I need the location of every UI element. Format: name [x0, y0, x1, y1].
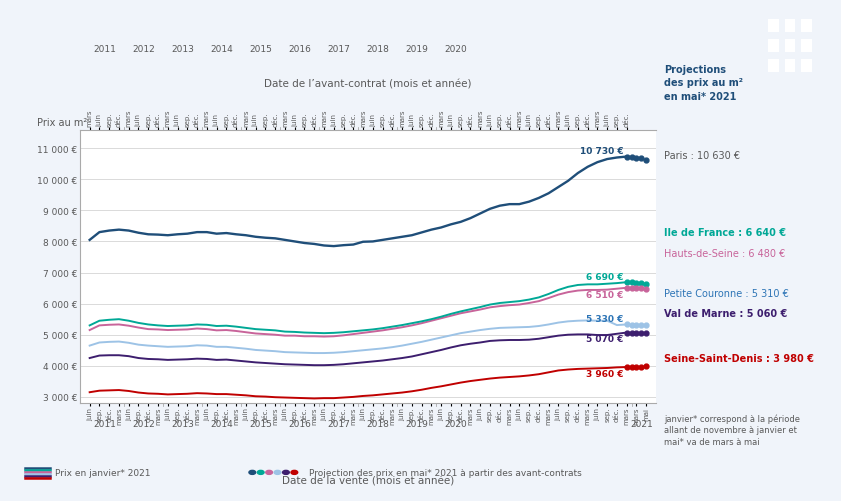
Text: Projections
des prix au m²
en mai* 2021: Projections des prix au m² en mai* 2021 [664, 65, 743, 102]
Text: 2019: 2019 [405, 419, 428, 428]
Text: Ile de France : 6 640 €: Ile de France : 6 640 € [664, 228, 786, 238]
Text: Val de Marne : 5 060 €: Val de Marne : 5 060 € [664, 308, 788, 318]
Text: 2013: 2013 [171, 419, 194, 428]
Text: 2013: 2013 [171, 45, 194, 54]
Text: 2015: 2015 [249, 45, 272, 54]
Text: 2019: 2019 [405, 45, 428, 54]
Text: 10 730 €: 10 730 € [580, 147, 624, 156]
Text: 2014: 2014 [210, 419, 233, 428]
Text: 2018: 2018 [367, 419, 389, 428]
Text: 5 330 €: 5 330 € [586, 314, 624, 323]
Text: 2011: 2011 [93, 419, 116, 428]
Text: janvier* correspond à la période
allant de novembre à janvier et
mai* va de mars: janvier* correspond à la période allant … [664, 413, 801, 446]
Text: Paris : 10 630 €: Paris : 10 630 € [664, 150, 740, 160]
Text: 5 070 €: 5 070 € [586, 335, 624, 344]
Text: 2015: 2015 [249, 419, 272, 428]
Text: Seine-Saint-Denis : 3 980 €: Seine-Saint-Denis : 3 980 € [664, 353, 814, 363]
Text: 3 960 €: 3 960 € [586, 369, 624, 378]
Bar [768, 60, 779, 73]
Bar [768, 21, 779, 34]
Text: Hauts-de-Seine : 6 480 €: Hauts-de-Seine : 6 480 € [664, 248, 785, 258]
Text: Petite Couronne : 5 310 €: Petite Couronne : 5 310 € [664, 288, 789, 298]
Text: 2012: 2012 [132, 419, 155, 428]
Text: 2020: 2020 [444, 419, 468, 428]
Text: Projection des prix en mai* 2021 à partir des avant-contrats: Projection des prix en mai* 2021 à parti… [309, 468, 582, 477]
Text: 6 690 €: 6 690 € [586, 272, 624, 281]
Text: 6 510 €: 6 510 € [586, 290, 624, 299]
Text: 2016: 2016 [288, 45, 311, 54]
Text: 2012: 2012 [132, 45, 155, 54]
Text: Prix au m²: Prix au m² [37, 118, 87, 128]
X-axis label: Date de l’avant-contrat (mois et année): Date de l’avant-contrat (mois et année) [264, 79, 472, 89]
Bar [785, 40, 796, 53]
Text: 2014: 2014 [210, 45, 233, 54]
Bar [801, 60, 812, 73]
Bar [785, 21, 796, 34]
Text: 2016: 2016 [288, 419, 311, 428]
Text: 2011: 2011 [93, 45, 116, 54]
Bar [801, 21, 812, 34]
Bar [785, 60, 796, 73]
Bar [768, 40, 779, 53]
Text: 2020: 2020 [444, 45, 468, 54]
Text: 2018: 2018 [367, 45, 389, 54]
Text: 2017: 2017 [327, 45, 350, 54]
Text: Prix en janvier* 2021: Prix en janvier* 2021 [55, 468, 151, 477]
Text: 2021: 2021 [630, 419, 653, 428]
Text: Date de la vente (mois et année): Date de la vente (mois et année) [282, 476, 454, 486]
Text: 2017: 2017 [327, 419, 350, 428]
Bar [801, 40, 812, 53]
